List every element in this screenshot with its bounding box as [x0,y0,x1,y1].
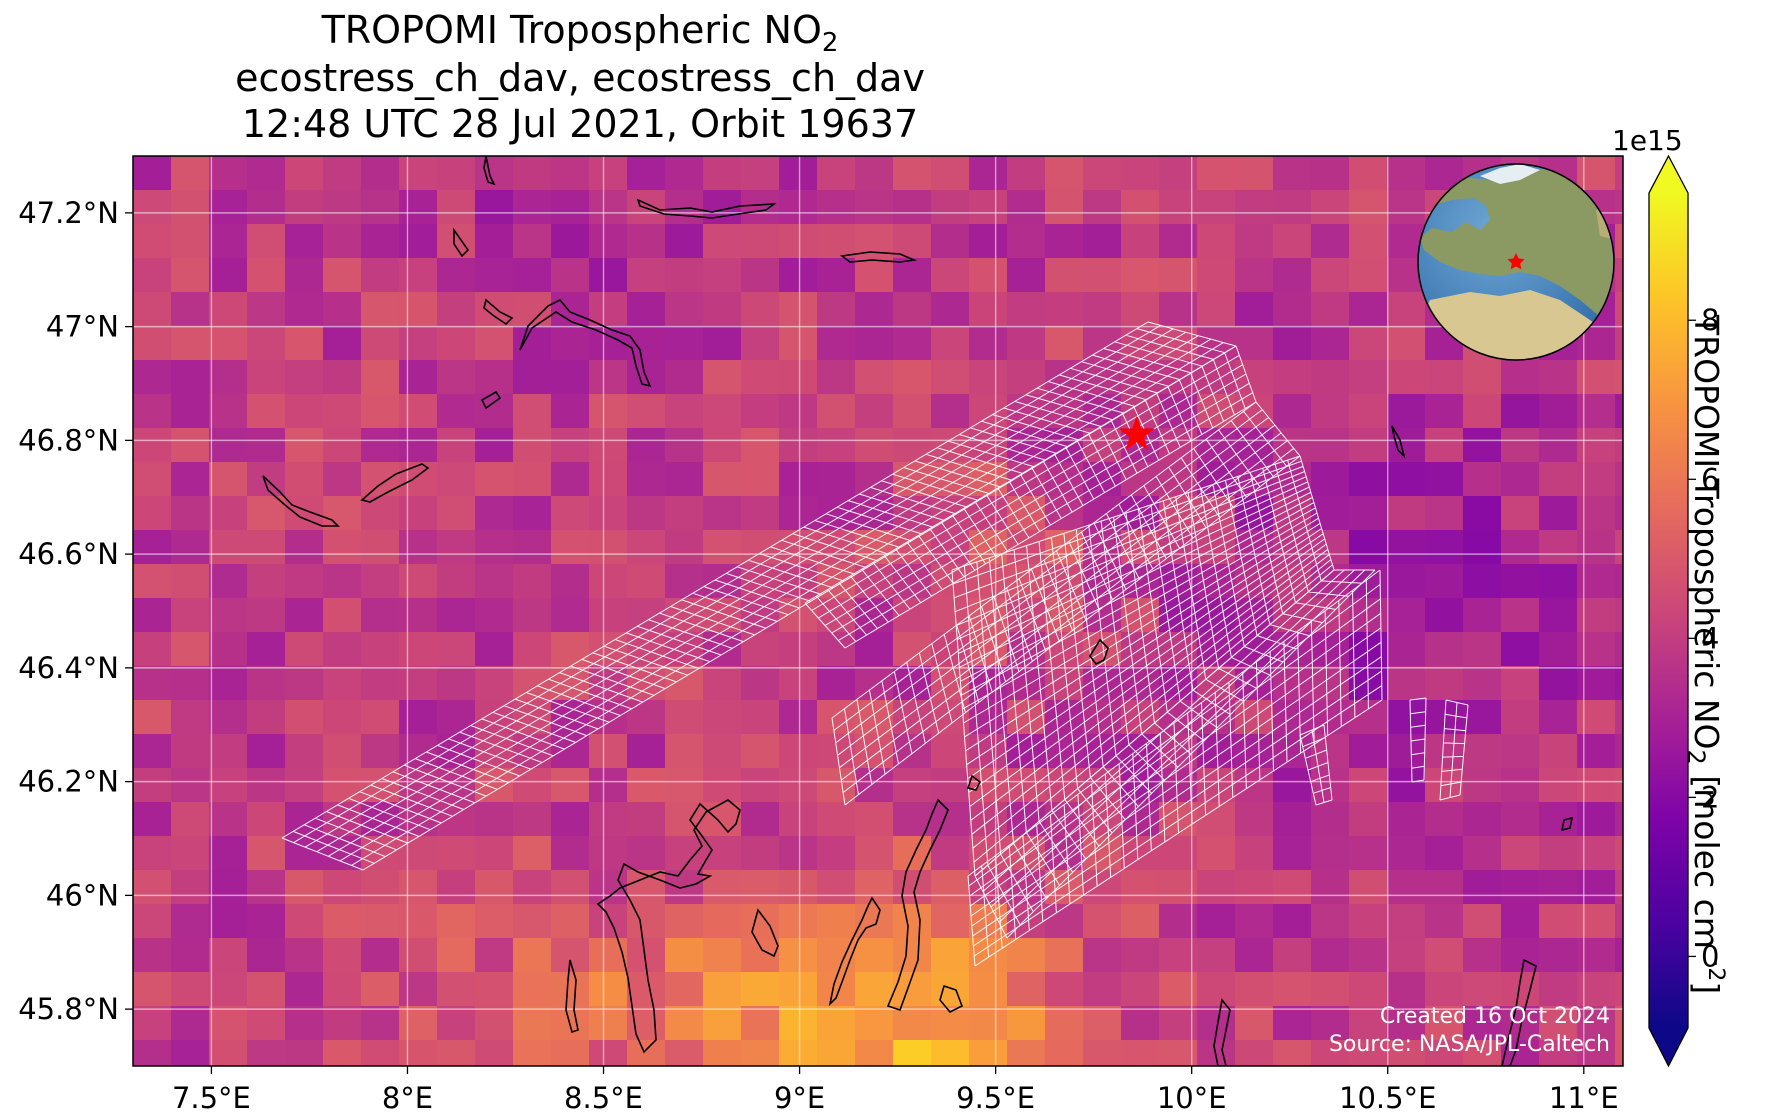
lon-tick-label: 11°E [1549,1081,1619,1114]
lon-tick-label: 8°E [382,1081,433,1114]
lon-tick-label: 9.5°E [956,1081,1035,1114]
lake-coastlines [262,156,1574,1066]
colorbar-max-extension [1649,156,1688,193]
map-frame [132,155,1624,1067]
map-gridlines [133,156,1623,1066]
lat-tick-label: 46.6°N [18,537,119,571]
no2-heatmap [133,156,1623,1066]
map-title-line-1: TROPOMI Tropospheric NO2 [321,8,839,58]
lat-tick-label: 46°N [46,878,119,912]
site-marker-icon [1118,415,1155,451]
source-credit: Source: NASA/JPL-Caltech [1328,1032,1610,1057]
ecostress-footprint-grid [281,321,1469,967]
colorbar-tick-label: 6 [1701,462,1719,496]
lon-tick-label: 9°E [774,1081,825,1114]
colorbar: 0 2 4 6 8 [1648,154,1719,1068]
colorbar-ticks: 0 2 4 6 8 [1688,303,1719,973]
colorbar-tick-label: 4 [1701,621,1719,655]
lon-tick-label: 10.5°E [1339,1081,1436,1114]
lat-tick-label: 45.8°N [18,992,119,1026]
globe-site-marker-icon [1507,253,1525,270]
colorbar-label: TROPOMI Tropospheric NO2 [molec cm−2] [1682,315,1728,995]
map-title-line-3: 12:48 UTC 28 Jul 2021, Orbit 19637 [241,102,919,146]
colorbar-tick-label: 8 [1701,303,1719,337]
lon-tick-label: 7.5°E [172,1081,251,1114]
map-title-line-2: ecostress_ch_dav, ecostress_ch_dav [235,56,925,100]
map-axis-ticks: 7.5°E 8°E 8.5°E 9°E 9.5°E 10°E 10.5°E 11°E 45.8°… [18,196,1618,1114]
lat-tick-label: 47°N [46,310,119,344]
colorbar-exponent: 1e15 [1612,124,1683,157]
colorbar-tick-label: 2 [1701,780,1719,814]
created-credit: Created 16 Oct 2024 [1379,1004,1610,1029]
colorbar-min-extension [1649,1028,1688,1066]
lat-tick-label: 46.4°N [18,651,119,685]
lon-tick-label: 8.5°E [564,1081,643,1114]
lat-tick-label: 47.2°N [18,196,119,230]
lat-tick-label: 46.8°N [18,423,119,457]
lat-tick-label: 46.2°N [18,765,119,799]
lon-tick-label: 10°E [1157,1081,1227,1114]
colorbar-tick-label: 0 [1701,939,1719,973]
